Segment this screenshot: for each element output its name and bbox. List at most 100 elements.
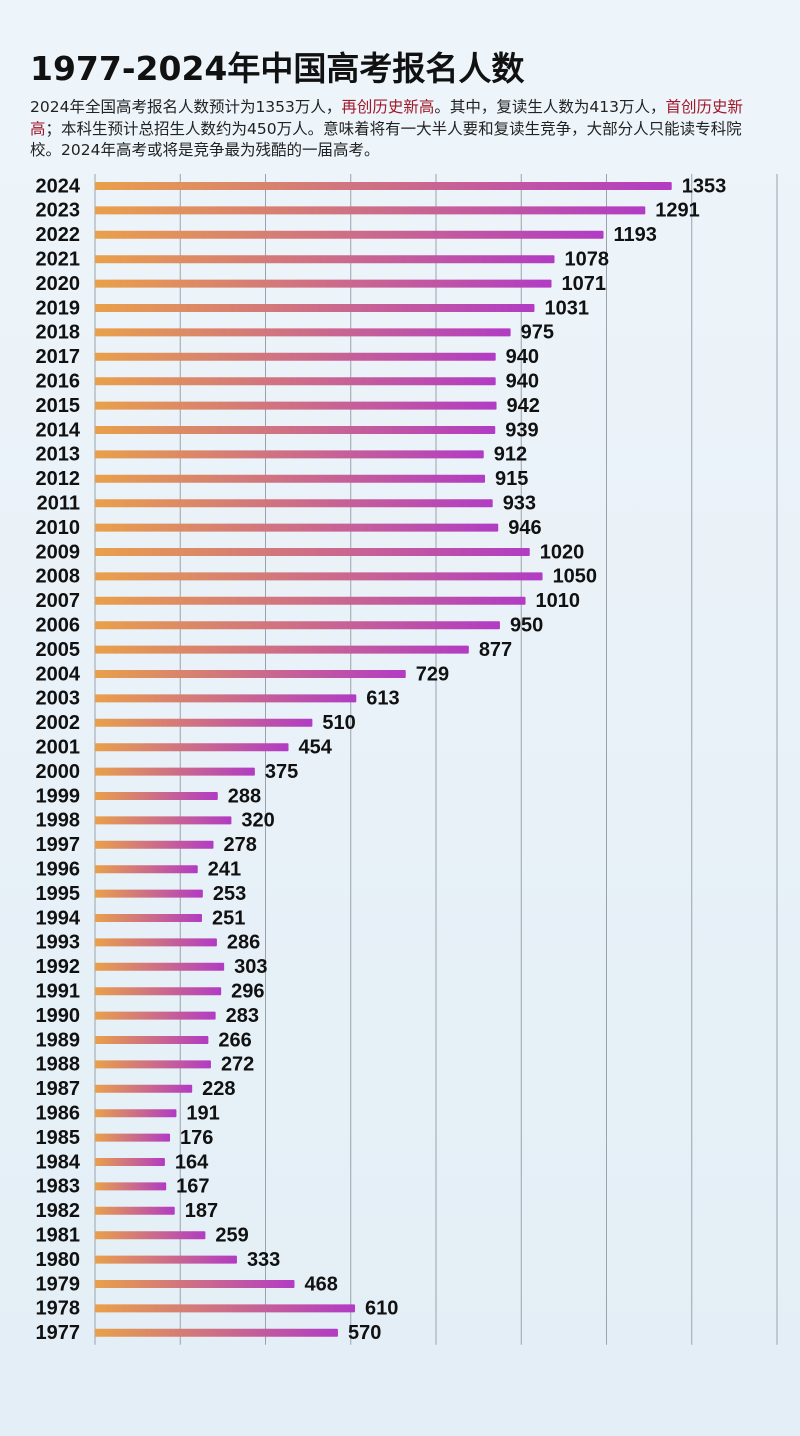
value-label: 912 [494, 444, 527, 466]
bar [95, 792, 218, 800]
subtitle-part: 。其中，复读生人数为413万人， [434, 98, 666, 116]
bar [95, 377, 496, 386]
bar [95, 255, 555, 264]
y-tick-label: 1978 [36, 1298, 81, 1320]
y-tick-label: 2001 [36, 736, 81, 758]
bar [95, 645, 469, 654]
y-tick-label: 2000 [36, 761, 81, 783]
y-tick-label: 1985 [36, 1127, 81, 1149]
value-label: 259 [215, 1224, 248, 1246]
value-label: 320 [241, 810, 274, 832]
value-label: 933 [503, 492, 536, 514]
bar [95, 840, 214, 849]
y-tick-label: 2020 [36, 273, 81, 295]
y-tick-label: 2022 [36, 224, 81, 246]
y-tick-label: 2016 [36, 370, 81, 392]
y-tick-label: 2014 [36, 419, 81, 441]
bar [95, 548, 530, 556]
y-tick-label: 1984 [36, 1151, 81, 1173]
y-tick-label: 2013 [36, 444, 81, 466]
bar [95, 596, 526, 605]
y-tick-label: 1980 [36, 1249, 81, 1271]
bar [95, 1084, 193, 1093]
y-tick-label: 1981 [36, 1224, 81, 1246]
y-tick-label: 1997 [36, 834, 81, 856]
value-label: 375 [265, 761, 298, 783]
value-label: 1050 [553, 566, 598, 588]
value-label: 164 [175, 1151, 209, 1173]
value-label: 286 [227, 932, 260, 954]
y-tick-label: 2010 [36, 517, 81, 539]
value-label: 940 [506, 346, 539, 368]
y-tick-label: 2017 [36, 346, 81, 368]
value-label: 241 [208, 858, 241, 880]
bar [95, 621, 500, 630]
y-tick-label: 2011 [37, 492, 80, 514]
subtitle-part: 再创历史新高 [341, 98, 435, 116]
value-label: 303 [234, 956, 267, 978]
bar [95, 816, 232, 825]
bar [95, 1328, 338, 1337]
bar [95, 865, 198, 874]
y-tick-label: 1977 [36, 1322, 81, 1344]
bar [95, 182, 672, 190]
value-label: 950 [510, 614, 543, 636]
value-label: 729 [416, 663, 449, 685]
y-tick-label: 1994 [36, 907, 81, 929]
value-label: 1020 [540, 541, 585, 563]
y-tick-label: 2005 [36, 639, 81, 661]
y-tick-label: 1996 [36, 858, 81, 880]
value-label: 187 [185, 1200, 218, 1222]
value-label: 510 [322, 712, 355, 734]
value-label: 940 [506, 370, 539, 392]
bar [95, 718, 313, 727]
bar [95, 499, 493, 508]
value-label: 946 [508, 517, 541, 539]
value-label: 176 [180, 1127, 213, 1149]
y-tick-label: 2007 [36, 590, 81, 612]
y-tick-label: 1986 [36, 1102, 81, 1124]
y-tick-label: 1993 [36, 932, 81, 954]
value-label: 1291 [655, 200, 700, 222]
value-label: 283 [226, 1005, 259, 1027]
value-label: 272 [221, 1054, 254, 1076]
bar [95, 450, 484, 459]
value-label: 454 [299, 736, 333, 758]
bar [95, 987, 222, 996]
value-label: 191 [186, 1102, 219, 1124]
bar [95, 279, 552, 288]
y-tick-label: 1982 [36, 1200, 81, 1222]
y-tick-label: 1995 [36, 883, 81, 905]
bar [95, 962, 225, 971]
y-tick-label: 1979 [36, 1273, 81, 1295]
bar [95, 328, 511, 337]
bar [95, 743, 289, 752]
value-label: 333 [247, 1249, 280, 1271]
y-tick-label: 1998 [36, 810, 81, 832]
value-label: 570 [348, 1322, 381, 1344]
bar [95, 206, 646, 215]
y-tick-label: 2004 [36, 663, 81, 685]
bar [95, 230, 604, 239]
y-tick-label: 1989 [36, 1029, 81, 1051]
bar [95, 401, 497, 410]
y-tick-label: 2018 [36, 322, 81, 344]
bar [95, 1133, 171, 1142]
bar [95, 914, 202, 922]
value-label: 288 [228, 785, 261, 807]
subtitle-part: ；本科生预计总招生人数约为450万人。意味着将有一大半人要和复读生竞争，大部分人… [30, 119, 742, 160]
value-label: 1071 [562, 273, 607, 295]
y-tick-label: 1983 [36, 1176, 81, 1198]
value-label: 939 [505, 419, 538, 441]
bar [95, 572, 543, 581]
y-tick-label: 2015 [36, 395, 81, 417]
bar [95, 938, 217, 947]
y-tick-label: 1987 [36, 1078, 81, 1100]
value-label: 278 [223, 834, 256, 856]
value-label: 167 [176, 1176, 209, 1198]
subtitle-part: 首创历史新高 [30, 98, 744, 138]
value-label: 266 [218, 1029, 251, 1051]
subtitle-part: 2024年全国高考报名人数预计为1353万人， [30, 98, 342, 116]
